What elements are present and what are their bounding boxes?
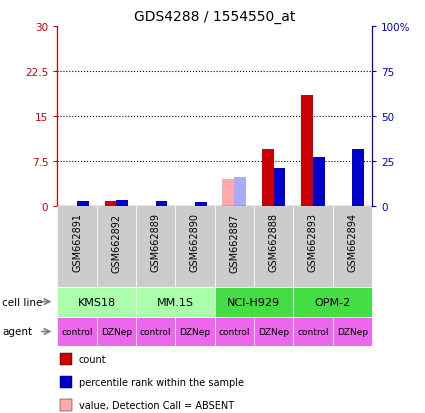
Bar (136, 206, 175, 287)
Text: count: count (79, 354, 106, 364)
Text: DZNep: DZNep (179, 327, 210, 336)
Text: GSM662887: GSM662887 (229, 213, 239, 272)
Bar (136, 287, 215, 317)
Bar (234, 178, 246, 206)
Text: control: control (61, 327, 93, 336)
Bar (254, 206, 293, 287)
Bar (215, 206, 254, 287)
Text: GSM662889: GSM662889 (150, 213, 161, 272)
Bar (175, 317, 215, 347)
Text: GSM662891: GSM662891 (72, 213, 82, 272)
Bar (195, 203, 207, 206)
Bar (313, 158, 325, 206)
Text: DZNep: DZNep (101, 327, 132, 336)
Text: cell line: cell line (2, 297, 42, 307)
Bar (352, 150, 364, 206)
Text: agent: agent (2, 327, 32, 337)
Text: MM.1S: MM.1S (157, 297, 194, 307)
Bar (293, 317, 332, 347)
Text: control: control (297, 327, 329, 336)
Bar (136, 317, 175, 347)
Bar (96, 317, 136, 347)
Bar (293, 287, 372, 317)
Bar (156, 202, 167, 206)
Text: GSM662893: GSM662893 (308, 213, 318, 272)
Bar (293, 206, 332, 287)
Text: OPM-2: OPM-2 (314, 297, 351, 307)
Text: control: control (140, 327, 171, 336)
Text: GSM662892: GSM662892 (111, 213, 122, 272)
Text: DZNep: DZNep (337, 327, 368, 336)
Text: KMS18: KMS18 (78, 297, 116, 307)
Bar (57, 287, 136, 317)
Bar (105, 201, 116, 206)
Bar (215, 317, 254, 347)
Bar (274, 169, 285, 206)
Text: value, Detection Call = ABSENT: value, Detection Call = ABSENT (79, 400, 234, 410)
Bar (77, 201, 89, 206)
Bar (332, 317, 372, 347)
Text: GSM662894: GSM662894 (347, 213, 357, 272)
Text: control: control (218, 327, 250, 336)
Text: GSM662888: GSM662888 (269, 213, 279, 272)
Bar (175, 206, 215, 287)
Text: GSM662890: GSM662890 (190, 213, 200, 272)
Bar (332, 206, 372, 287)
Text: percentile rank within the sample: percentile rank within the sample (79, 377, 244, 387)
Bar (254, 317, 293, 347)
Text: NCI-H929: NCI-H929 (227, 297, 280, 307)
Bar (96, 206, 136, 287)
Bar (301, 96, 313, 206)
Bar (57, 317, 96, 347)
Bar (262, 150, 274, 206)
Bar (116, 200, 128, 206)
Bar (223, 180, 234, 206)
Text: DZNep: DZNep (258, 327, 289, 336)
Bar (57, 206, 96, 287)
Title: GDS4288 / 1554550_at: GDS4288 / 1554550_at (134, 10, 295, 24)
Bar (215, 287, 293, 317)
